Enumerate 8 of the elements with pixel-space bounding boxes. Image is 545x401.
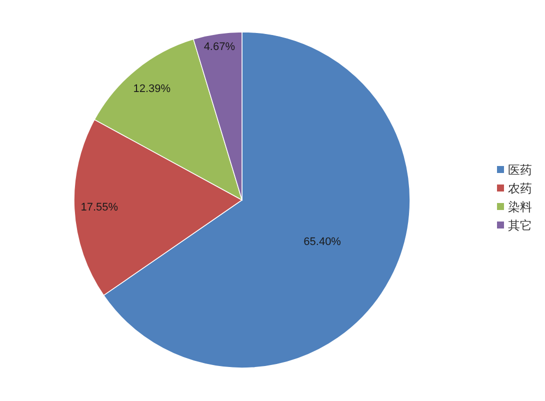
legend-label: 其它 <box>508 218 532 232</box>
data-label: 12.39% <box>133 83 171 96</box>
data-label: 17.55% <box>80 201 118 214</box>
legend-label: 农药 <box>508 182 532 196</box>
data-label: 65.40% <box>304 236 342 248</box>
legend-label: 染料 <box>508 200 532 214</box>
legend-label: 医药 <box>508 163 532 177</box>
data-label: 4.67% <box>204 41 236 54</box>
